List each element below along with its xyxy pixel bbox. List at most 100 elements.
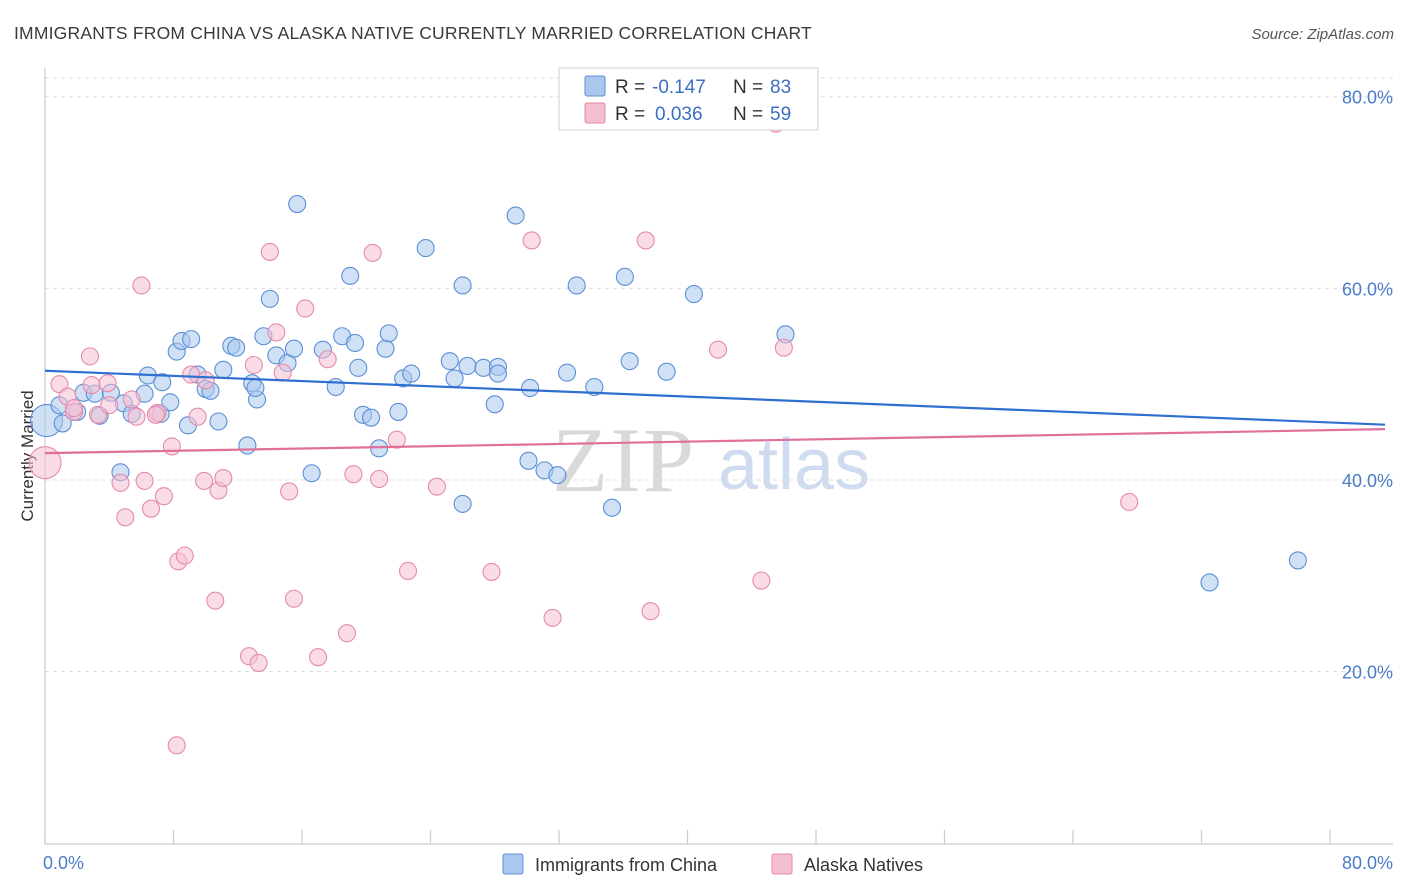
- point-pink-17: [154, 487, 173, 506]
- point-pink-41: [344, 465, 363, 484]
- series-immigrants-from-china: [30, 194, 1307, 592]
- point-pink-31: [249, 653, 268, 672]
- point-blue-33: [284, 339, 304, 358]
- legend-swatch-pink: [584, 102, 606, 124]
- point-pink-10: [116, 508, 135, 527]
- y-tick-labels: 20.0% 40.0% 60.0% 80.0%: [1342, 88, 1393, 683]
- point-blue-67: [602, 498, 622, 517]
- point-blue-49: [402, 364, 421, 383]
- legend-r-value-pink: 0.036: [655, 104, 703, 125]
- point-pink-33: [267, 323, 286, 342]
- point-blue-73: [453, 494, 472, 513]
- point-pink-36: [284, 589, 304, 608]
- point-pink-44: [387, 430, 406, 449]
- point-blue-30: [260, 289, 279, 308]
- point-pink-23: [188, 407, 207, 426]
- point-blue-39: [341, 266, 360, 285]
- legend-r-label-blue: R =: [615, 77, 645, 98]
- bottom-legend-label-pink: Alaska Natives: [804, 855, 923, 875]
- point-pink-51: [636, 231, 655, 250]
- point-blue-61: [521, 378, 540, 398]
- point-blue-43: [362, 408, 381, 427]
- series-legend: Immigrants from China Alaska Natives: [502, 853, 923, 875]
- point-blue-63: [548, 466, 567, 485]
- point-pink-28: [214, 468, 233, 488]
- point-pink-38: [309, 648, 328, 667]
- watermark-atlas: atlas: [718, 425, 870, 505]
- point-pink-30: [244, 355, 263, 375]
- y-tick-label-80: 80.0%: [1342, 88, 1393, 108]
- point-blue-26: [238, 436, 257, 455]
- point-blue-69: [620, 352, 639, 371]
- legend-n-value-blue: 83: [770, 77, 791, 98]
- point-blue-57: [488, 364, 508, 383]
- point-blue-75: [1288, 551, 1307, 570]
- point-blue-51: [440, 352, 459, 371]
- point-pink-15: [141, 499, 161, 518]
- point-pink-48: [522, 231, 541, 250]
- point-blue-60: [519, 451, 538, 470]
- point-blue-19: [182, 330, 201, 349]
- point-blue-23: [214, 360, 233, 379]
- point-blue-40: [345, 333, 365, 353]
- point-blue-14: [153, 373, 172, 392]
- point-pink-34: [273, 363, 292, 382]
- legend-r-value-blue: -0.147: [652, 77, 706, 98]
- point-pink-57: [64, 399, 83, 418]
- point-pink-35: [280, 482, 299, 501]
- y-tick-label-20: 20.0%: [1342, 663, 1393, 683]
- point-blue-45: [376, 339, 395, 358]
- point-pink-54: [774, 338, 793, 357]
- point-pink-53: [752, 571, 771, 590]
- point-blue-54: [458, 356, 477, 375]
- point-blue-25: [227, 338, 246, 357]
- point-pink-46: [427, 477, 446, 496]
- point-pink-8: [100, 396, 119, 415]
- point-blue-66: [585, 377, 604, 397]
- legend-swatch-blue: [584, 75, 606, 97]
- point-pink-0: [28, 446, 62, 480]
- point-pink-32: [260, 242, 279, 261]
- point-blue-41: [349, 358, 368, 377]
- point-pink-40: [337, 624, 357, 643]
- point-pink-19: [167, 736, 186, 755]
- legend-n-label-pink: N =: [733, 104, 763, 125]
- point-pink-43: [370, 469, 389, 489]
- point-blue-53: [453, 276, 472, 295]
- point-pink-49: [543, 608, 562, 627]
- point-pink-39: [318, 350, 337, 369]
- point-blue-35: [302, 464, 321, 483]
- point-pink-45: [398, 561, 418, 581]
- point-blue-46: [379, 324, 398, 343]
- point-blue-59: [506, 206, 525, 225]
- bottom-legend-swatch-pink: [771, 853, 793, 875]
- x-tick-label-max: 80.0%: [1342, 853, 1393, 873]
- point-pink-55: [1120, 492, 1139, 512]
- point-blue-68: [615, 267, 634, 286]
- trend-line-immigrants-from-china: [44, 369, 1386, 426]
- point-pink-9: [111, 473, 130, 492]
- point-pink-13: [132, 276, 151, 295]
- point-blue-58: [485, 395, 504, 414]
- source-label: Source: ZipAtlas.com: [1251, 26, 1394, 43]
- x-tick-label-min: 0.0%: [43, 853, 84, 873]
- point-blue-34: [288, 194, 307, 214]
- legend-n-label-blue: N =: [733, 77, 763, 98]
- trend-line-alaska-natives: [44, 428, 1386, 455]
- gridlines: [45, 77, 1393, 673]
- y-tick-label-60: 60.0%: [1342, 279, 1393, 299]
- point-blue-1: [53, 414, 72, 433]
- point-pink-24: [194, 471, 214, 490]
- point-pink-26: [206, 591, 225, 610]
- legend-n-value-pink: 59: [770, 104, 791, 125]
- point-blue-50: [416, 239, 435, 258]
- point-blue-65: [567, 276, 586, 295]
- x-ticks: [44, 830, 1331, 844]
- point-pink-21: [175, 546, 194, 565]
- legend-r-label-pink: R =: [615, 104, 645, 125]
- point-blue-52: [445, 369, 464, 388]
- point-pink-11: [122, 390, 141, 409]
- point-pink-47: [482, 562, 501, 581]
- point-blue-64: [557, 363, 577, 382]
